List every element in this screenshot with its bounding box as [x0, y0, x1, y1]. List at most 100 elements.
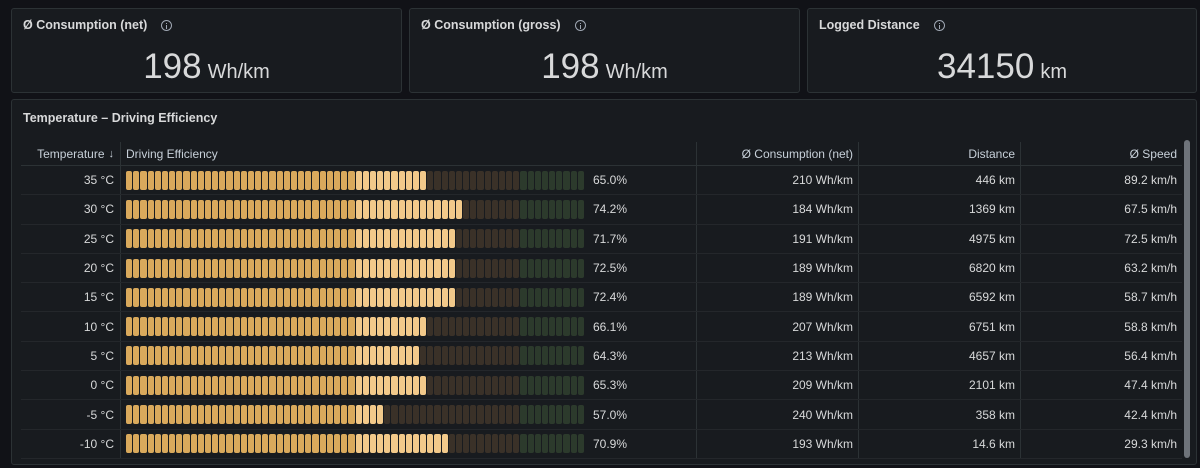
gauge-segment-filled	[183, 317, 190, 337]
gauge-segment-filled	[283, 346, 290, 366]
gauge-segment-empty	[513, 434, 520, 454]
gauge-segment-filled	[233, 317, 240, 337]
gauge-segment-filled	[391, 317, 398, 337]
gauge-segment-filled	[420, 287, 427, 307]
gauge-segment-filled	[377, 170, 384, 190]
gauge-segment-empty	[455, 434, 463, 454]
gauge-segment-filled	[348, 287, 355, 307]
table-row: 25 °C 71.7% 191 Wh/km 4975 km 72.5 km/h	[21, 224, 1182, 254]
gauge-segment-filled	[333, 287, 341, 307]
gauge-segment-filled	[341, 405, 348, 425]
gauge-segment-empty	[534, 229, 541, 249]
gauge-segment-empty	[556, 258, 563, 278]
gauge-segment-filled	[319, 375, 326, 395]
gauge-segment-filled	[412, 434, 420, 454]
gauge-segment-filled	[341, 229, 348, 249]
gauge-segment-empty	[441, 375, 448, 395]
gauge-segment-filled	[290, 346, 298, 366]
gauge-segment-filled	[405, 199, 412, 219]
gauge-segment-filled	[219, 199, 226, 219]
gauge-segment-filled	[319, 405, 326, 425]
gauge-segment-filled	[362, 375, 369, 395]
table-row: 30 °C 74.2% 184 Wh/km 1369 km 67.5 km/h	[21, 195, 1182, 225]
efficiency-percent: 66.1%	[593, 319, 628, 334]
gauge-segment-filled	[255, 199, 262, 219]
efficiency-table-panel: Temperature – Driving Efficiency Tempera…	[11, 99, 1197, 465]
gauge-segment-empty	[541, 434, 549, 454]
gauge-segment-filled	[140, 375, 147, 395]
gauge-segment-empty	[484, 287, 491, 307]
gauge-segment-empty	[570, 317, 577, 337]
distance-cell: 6592 km	[859, 283, 1021, 312]
gauge-segment-filled	[147, 434, 154, 454]
column-header-temperature[interactable]: Temperature ↓	[21, 142, 121, 165]
efficiency-gauge	[126, 170, 584, 190]
gauge-segment-empty	[463, 346, 470, 366]
gauge-segment-empty	[427, 405, 434, 425]
gauge-segment-empty	[570, 258, 577, 278]
consumption-cell: 213 Wh/km	[697, 341, 859, 371]
column-header-distance[interactable]: Distance	[859, 142, 1021, 165]
gauge-segment-filled	[190, 258, 197, 278]
gauge-segment-filled	[312, 258, 319, 278]
gauge-segment-filled	[133, 199, 140, 219]
gauge-segment-filled	[369, 317, 377, 337]
gauge-segment-filled	[147, 199, 154, 219]
gauge-segment-filled	[312, 317, 319, 337]
gauge-segment-filled	[240, 258, 247, 278]
gauge-segment-filled	[298, 229, 305, 249]
gauge-segment-filled	[126, 170, 133, 190]
gauge-segment-empty	[498, 229, 506, 249]
gauge-segment-filled	[398, 434, 405, 454]
gauge-segment-empty	[556, 434, 563, 454]
gauge-segment-empty	[563, 287, 570, 307]
gauge-segment-filled	[348, 405, 355, 425]
gauge-segment-empty	[513, 317, 520, 337]
efficiency-gauge	[126, 317, 584, 337]
gauge-segment-filled	[219, 287, 226, 307]
gauge-segment-empty	[463, 170, 470, 190]
gauge-segment-filled	[133, 317, 140, 337]
gauge-segment-filled	[161, 258, 169, 278]
gauge-segment-filled	[126, 229, 133, 249]
gauge-segment-empty	[563, 258, 570, 278]
column-header-efficiency[interactable]: Driving Efficiency	[121, 142, 697, 165]
distance-cell: 446 km	[859, 166, 1021, 195]
info-icon[interactable]	[933, 19, 945, 31]
gauge-segment-empty	[541, 375, 549, 395]
scrollbar[interactable]	[1184, 140, 1190, 458]
info-icon[interactable]	[161, 19, 173, 31]
gauge-segment-filled	[140, 170, 147, 190]
gauge-segment-filled	[154, 434, 161, 454]
gauge-segment-filled	[154, 317, 161, 337]
speed-cell: 56.4 km/h	[1124, 348, 1177, 363]
gauge-segment-filled	[226, 405, 233, 425]
gauge-segment-filled	[176, 287, 183, 307]
gauge-segment-filled	[369, 434, 377, 454]
column-header-consumption[interactable]: Ø Consumption (net)	[697, 142, 859, 165]
gauge-segment-filled	[262, 229, 269, 249]
gauge-segment-empty	[427, 346, 434, 366]
gauge-segment-empty	[527, 405, 534, 425]
gauge-segment-empty	[506, 229, 513, 249]
gauge-segment-filled	[391, 375, 398, 395]
gauge-segment-filled	[262, 258, 269, 278]
gauge-segment-filled	[377, 375, 384, 395]
gauge-segment-filled	[398, 258, 405, 278]
gauge-segment-empty	[563, 229, 570, 249]
gauge-segment-filled	[226, 199, 233, 219]
gauge-segment-empty	[556, 199, 563, 219]
gauge-segment-filled	[190, 287, 197, 307]
column-header-speed[interactable]: Ø Speed	[1021, 142, 1182, 165]
gauge-segment-filled	[455, 199, 463, 219]
gauge-segment-empty	[520, 258, 527, 278]
gauge-segment-filled	[391, 287, 398, 307]
gauge-segment-filled	[369, 287, 377, 307]
gauge-segment-empty	[534, 287, 541, 307]
temperature-cell: -10 °C	[21, 429, 121, 458]
gauge-segment-filled	[326, 375, 333, 395]
gauge-segment-empty	[534, 258, 541, 278]
info-icon[interactable]	[574, 19, 586, 31]
gauge-segment-empty	[412, 405, 420, 425]
gauge-segment-filled	[140, 317, 147, 337]
